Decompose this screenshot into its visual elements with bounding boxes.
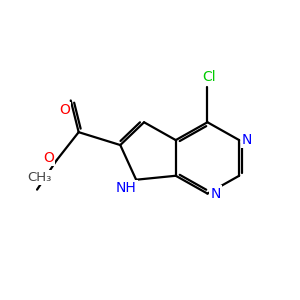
Text: O: O — [59, 103, 70, 117]
Text: CH₃: CH₃ — [27, 171, 51, 184]
Text: Cl: Cl — [202, 70, 216, 84]
Text: O: O — [44, 151, 54, 165]
Text: NH: NH — [116, 181, 136, 195]
Text: N: N — [210, 187, 220, 201]
Text: N: N — [242, 133, 252, 147]
